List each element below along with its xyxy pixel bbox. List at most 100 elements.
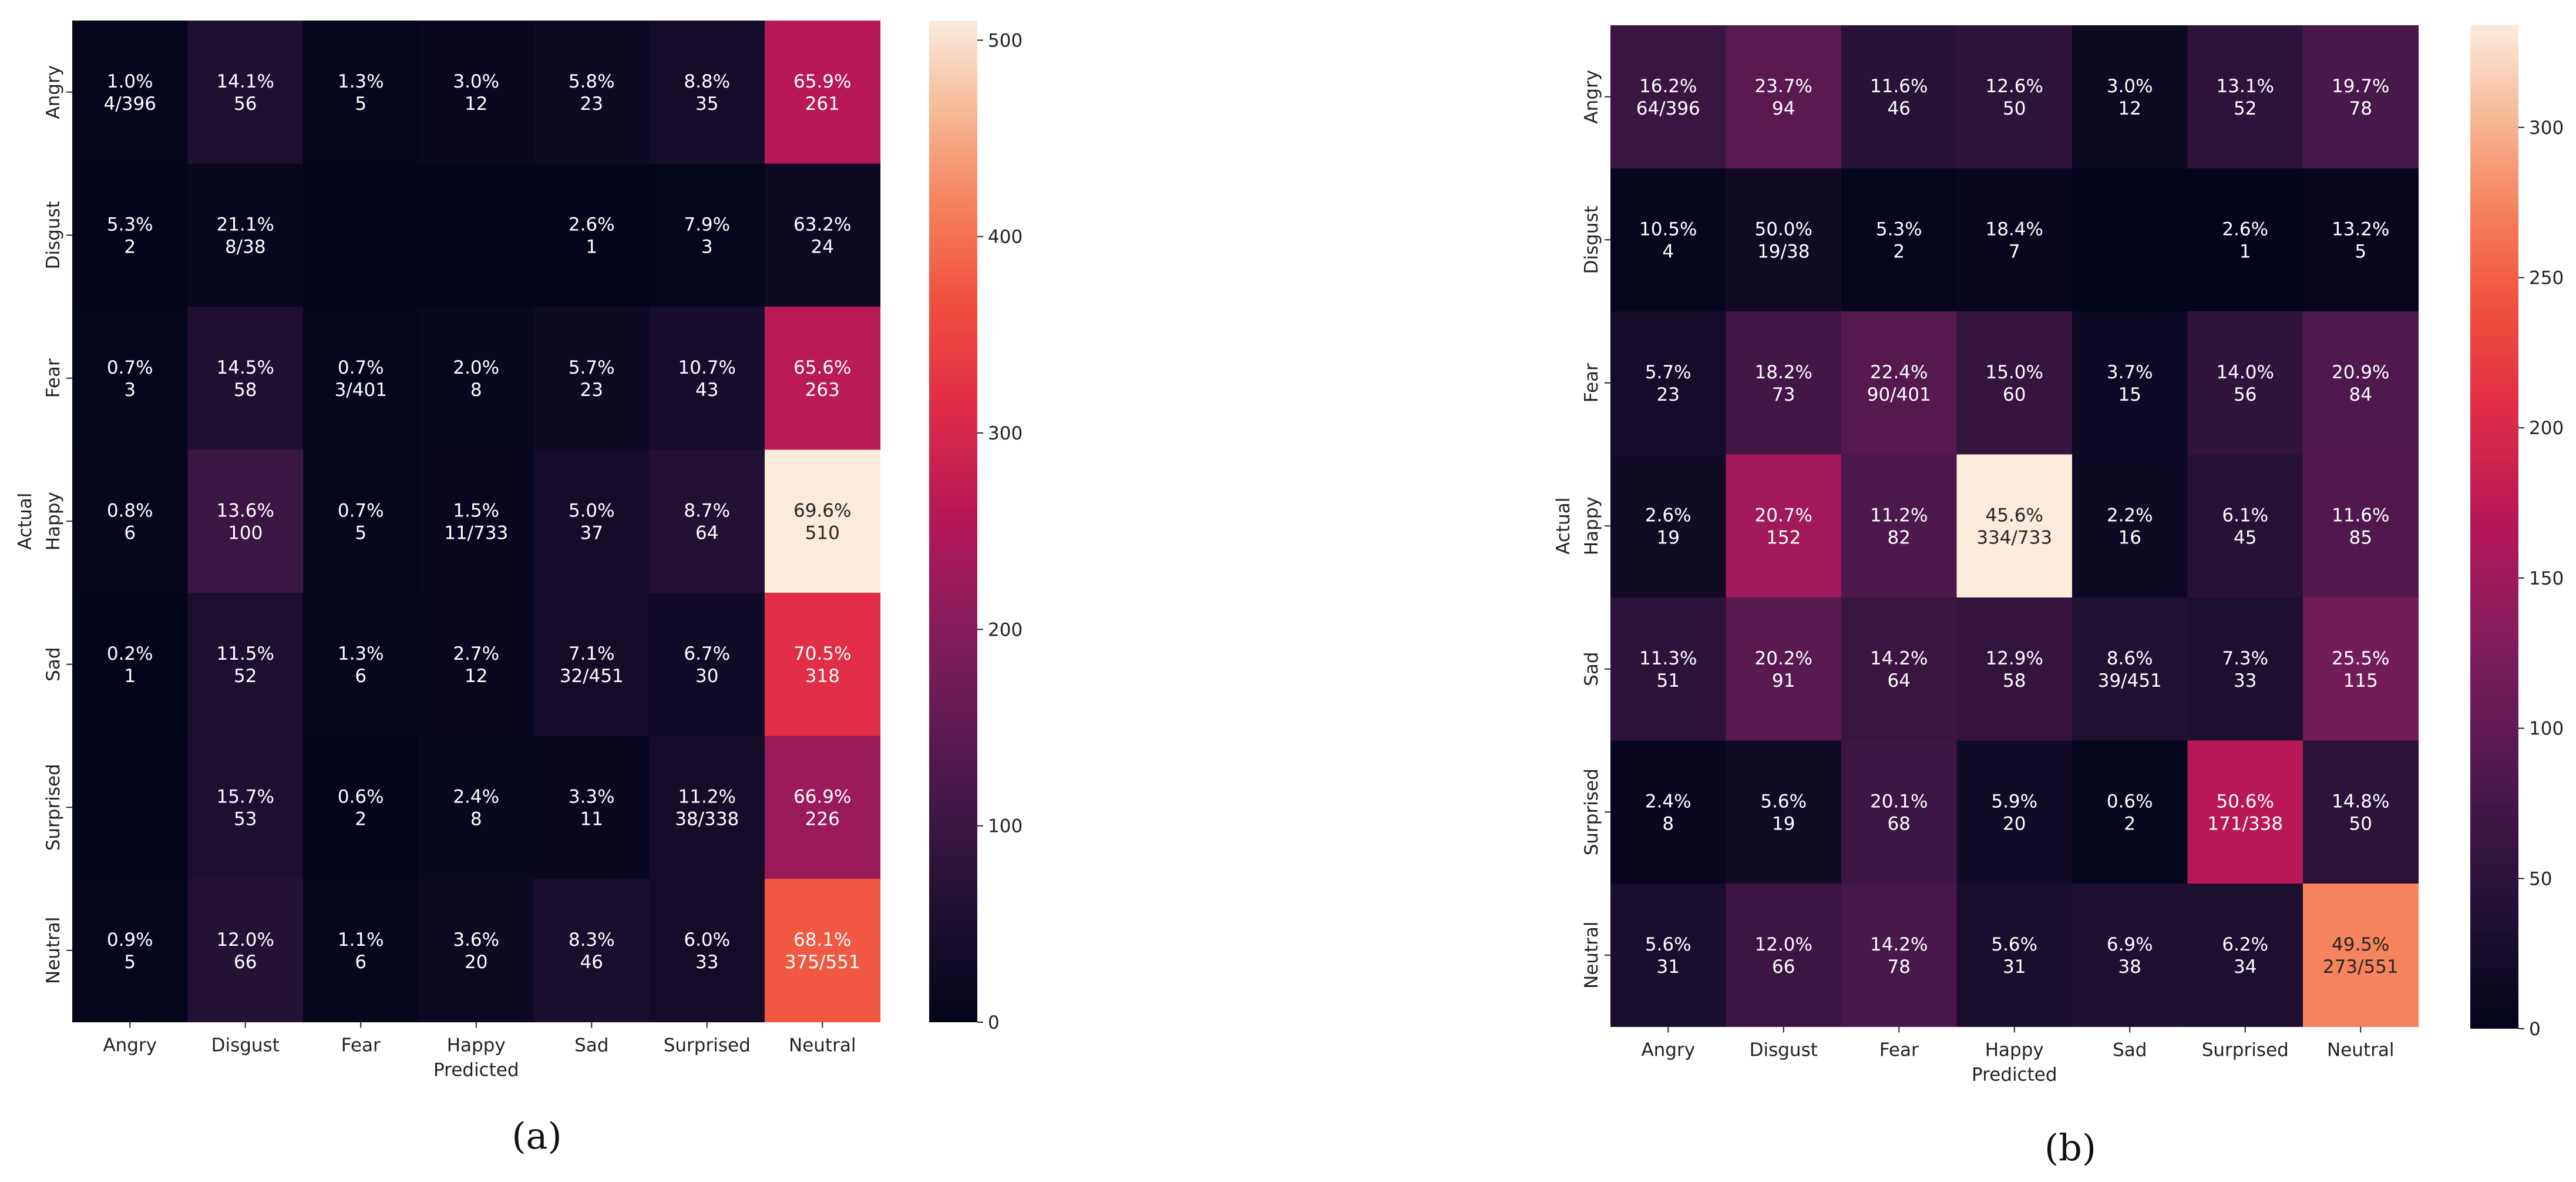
cell-5-5-percent: 50.6% — [2217, 791, 2274, 812]
cell-2-2 — [1841, 311, 1958, 455]
x-tick-label-disgust: Disgust — [211, 1035, 280, 1056]
cell-1-6 — [765, 163, 881, 307]
cell-1-5-percent: 2.6% — [2222, 219, 2268, 240]
cell-1-2-percent: 5.3% — [1876, 219, 1922, 240]
cell-3-2 — [303, 449, 419, 593]
cell-1-6-percent: 63.2% — [793, 214, 851, 235]
cell-4-2 — [1841, 597, 1958, 741]
cell-5-1-percent: 5.6% — [1760, 791, 1807, 812]
cell-3-1 — [1726, 454, 1842, 598]
cell-6-1-percent: 12.0% — [217, 929, 274, 951]
cell-5-6-count: 226 — [805, 808, 840, 830]
colorbar-tick-label-500: 500 — [988, 30, 1023, 51]
cell-6-2-count: 78 — [1888, 956, 1911, 978]
cell-5-6-percent: 66.9% — [793, 786, 851, 807]
y-tick-label-angry: Angry — [43, 65, 64, 119]
cell-3-1-count: 100 — [228, 522, 263, 543]
cell-1-2-count: 2 — [1893, 241, 1905, 262]
cell-4-5-percent: 6.7% — [684, 643, 730, 664]
cell-3-1 — [187, 449, 304, 593]
cell-2-1-percent: 14.5% — [217, 357, 274, 378]
cell-6-6 — [2303, 884, 2419, 1027]
cell-4-0-count: 1 — [124, 666, 136, 687]
cell-4-1 — [187, 593, 304, 737]
cell-3-6-percent: 69.6% — [793, 500, 851, 521]
x-tick-label-sad: Sad — [574, 1035, 608, 1056]
cell-0-4-count: 23 — [580, 93, 603, 115]
cell-2-3 — [1956, 311, 2073, 455]
cell-5-2 — [1841, 740, 1958, 884]
cell-2-2 — [303, 307, 419, 451]
cell-1-3 — [418, 163, 534, 307]
cell-6-4-count: 46 — [580, 952, 603, 973]
cell-5-3-count: 20 — [2003, 813, 2026, 834]
cell-0-0 — [72, 21, 189, 164]
cell-4-2-count: 64 — [1888, 670, 1911, 691]
cell-3-1-percent: 20.7% — [1755, 505, 1812, 526]
cell-5-1-count: 19 — [1772, 813, 1795, 834]
cell-6-5-percent: 6.0% — [684, 929, 730, 951]
cell-3-5-percent: 8.7% — [684, 500, 730, 521]
cell-1-5-percent: 7.9% — [684, 214, 730, 235]
cell-3-1-count: 152 — [1766, 527, 1801, 548]
cell-1-1-percent: 50.0% — [1755, 219, 1812, 240]
cell-6-3 — [418, 879, 534, 1023]
cell-0-5-percent: 13.1% — [2217, 76, 2274, 97]
cell-6-2-percent: 1.1% — [338, 929, 384, 951]
cell-4-2-percent: 14.2% — [1870, 648, 1928, 669]
cell-3-0 — [1610, 454, 1727, 598]
cell-6-3-percent: 5.6% — [1991, 934, 2037, 955]
cell-6-2 — [303, 879, 419, 1023]
cell-0-3-percent: 12.6% — [1986, 76, 2043, 97]
colorbar-tick-label-50: 50 — [2529, 868, 2552, 889]
cell-1-4-percent: 2.6% — [569, 214, 615, 235]
cell-4-5-count: 33 — [2234, 670, 2256, 691]
cell-1-3-count: 7 — [2009, 241, 2020, 262]
cell-1-0-count: 4 — [1662, 241, 1674, 262]
x-tick-label-happy: Happy — [1985, 1040, 2044, 1061]
cell-1-1-count: 19/38 — [1757, 241, 1810, 262]
cell-2-2-count: 3/401 — [335, 380, 387, 401]
cell-5-5 — [649, 736, 765, 879]
cell-1-0 — [72, 163, 189, 307]
y-tick-label-happy: Happy — [1581, 496, 1602, 555]
cell-2-1-percent: 18.2% — [1755, 362, 1812, 383]
cell-0-1 — [187, 21, 304, 164]
cell-6-1-percent: 12.0% — [1755, 934, 1812, 955]
cell-4-1-percent: 20.2% — [1755, 648, 1812, 669]
cell-3-0 — [72, 449, 189, 593]
cell-1-5 — [2187, 168, 2303, 312]
cell-0-4-percent: 5.8% — [569, 71, 615, 92]
cell-4-0-percent: 0.2% — [107, 643, 153, 664]
cell-0-2-count: 5 — [355, 93, 366, 115]
cell-0-0-count: 64/396 — [1636, 98, 1700, 119]
cell-3-4-percent: 2.2% — [2107, 505, 2153, 526]
cell-6-6 — [765, 879, 881, 1023]
cell-2-5-percent: 14.0% — [2217, 362, 2274, 383]
cell-2-2-count: 90/401 — [1867, 384, 1931, 405]
cell-3-5 — [649, 449, 765, 593]
cell-5-3 — [1956, 740, 2073, 884]
cell-2-0-count: 3 — [124, 380, 136, 401]
colorbar-tick-label-100: 100 — [2529, 718, 2564, 740]
cell-2-1 — [1726, 311, 1842, 455]
cell-2-6-percent: 65.6% — [793, 357, 851, 378]
cell-0-5 — [649, 21, 765, 164]
cell-3-5-count: 64 — [695, 522, 718, 543]
cell-6-4 — [534, 879, 650, 1023]
cell-6-0-percent: 0.9% — [107, 929, 153, 951]
cell-2-6-count: 84 — [2349, 384, 2372, 405]
cell-4-5 — [649, 593, 765, 737]
y-tick-label-angry: Angry — [1581, 70, 1602, 124]
cell-6-2-count: 6 — [355, 952, 366, 973]
cell-2-4-count: 23 — [580, 380, 603, 401]
cell-6-6-count: 375/551 — [785, 952, 860, 973]
cell-5-4 — [2072, 740, 2188, 884]
cell-5-0 — [72, 736, 189, 879]
cell-4-0-count: 51 — [1657, 670, 1680, 691]
cell-3-4-count: 37 — [580, 522, 603, 543]
cell-5-5-count: 171/338 — [2207, 813, 2283, 834]
cell-5-2-percent: 20.1% — [1870, 791, 1928, 812]
cell-2-2-percent: 0.7% — [338, 357, 384, 378]
x-axis-label: Predicted — [1972, 1065, 2057, 1086]
